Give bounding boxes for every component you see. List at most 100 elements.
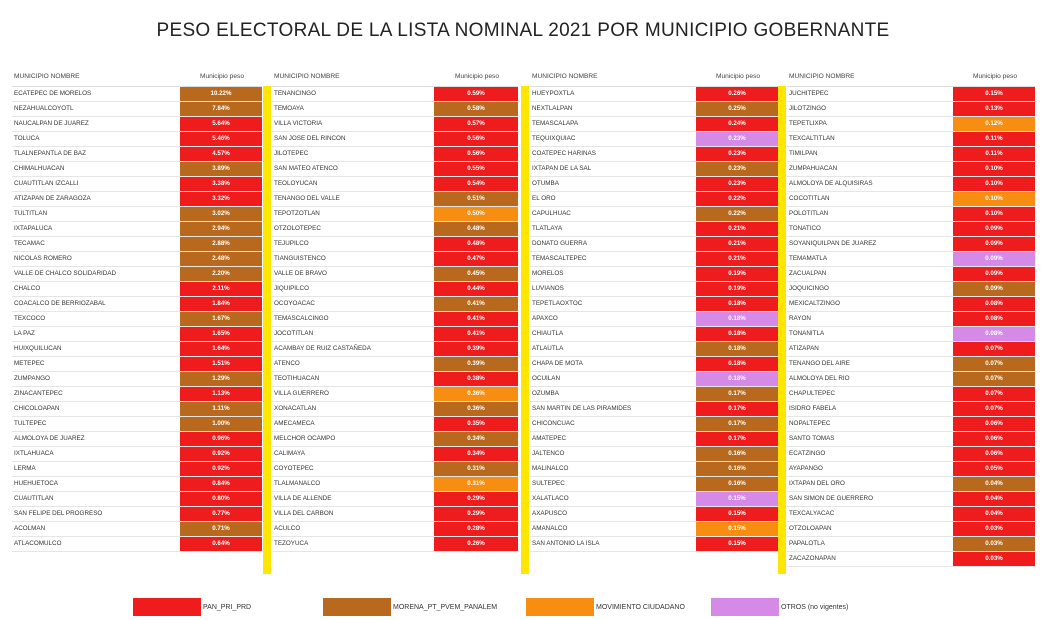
header-municipio-nombre: MUNICIPIO NOMBRE (789, 73, 855, 80)
municipio-peso-cell: 0.09% (953, 267, 1035, 281)
table-row: TEMAMATLA 0.09% (787, 252, 1035, 267)
municipio-name: OTZOLOAPAN (789, 525, 832, 532)
municipio-peso-cell: 0.39% (434, 342, 518, 356)
table-row: AMATEPEC 0.17% (530, 432, 778, 447)
municipio-name: TONANITLA (789, 330, 825, 337)
municipio-peso-cell: 3.38% (180, 177, 262, 191)
table-column: MUNICIPIO NOMBRE Municipio peso ECATEPEC D… (12, 68, 262, 552)
municipio-name: TEMASCALAPA (532, 120, 579, 127)
municipio-peso-cell: 0.04% (953, 477, 1035, 491)
municipio-peso-cell: 1.00% (180, 417, 262, 431)
table-row: TEPETLAOXTOC 0.18% (530, 297, 778, 312)
table-row: JILOTZINGO 0.13% (787, 102, 1035, 117)
municipio-name: ZUMPANGO (14, 375, 50, 382)
municipio-peso-cell: 0.10% (953, 177, 1035, 191)
municipio-peso-cell: 2.11% (180, 282, 262, 296)
municipio-name: MELCHOR OCAMPO (274, 435, 336, 442)
table-row: TLATLAYA 0.21% (530, 222, 778, 237)
table-row: VALLE DE BRAVO 0.45% (272, 267, 518, 282)
table-row: TEMASCALTEPEC 0.21% (530, 252, 778, 267)
municipio-peso-cell: 0.41% (434, 312, 518, 326)
table-row: IXTAPALUCA 2.94% (12, 222, 262, 237)
municipio-peso-cell: 0.04% (953, 507, 1035, 521)
header-municipio-peso: Municipio peso (200, 73, 244, 80)
municipio-name: XONACATLAN (274, 405, 317, 412)
table-row: ZACAZONAPAN 0.03% (787, 552, 1035, 567)
table-row: CHICOLOAPAN 1.11% (12, 402, 262, 417)
table-row: ALMOLOYA DE JUAREZ 0.96% (12, 432, 262, 447)
municipio-peso-cell: 0.22% (696, 192, 778, 206)
municipio-name: VILLA DEL CARBON (274, 510, 334, 517)
municipio-peso-cell: 0.92% (180, 462, 262, 476)
table-row: OCUILAN 0.18% (530, 372, 778, 387)
legend-item: OTROS (no vigentes) (711, 598, 848, 616)
municipio-peso-cell: 0.17% (696, 432, 778, 446)
municipio-name: TLATLAYA (532, 225, 563, 232)
table-row: TONANITLA 0.08% (787, 327, 1035, 342)
municipio-name: EL ORO (532, 195, 556, 202)
table-row: ZACUALPAN 0.09% (787, 267, 1035, 282)
municipio-peso-cell: 1.13% (180, 387, 262, 401)
municipio-peso-cell: 0.09% (953, 222, 1035, 236)
municipio-peso-cell: 0.23% (696, 132, 778, 146)
table-row: ATLAUTLA 0.18% (530, 342, 778, 357)
municipio-peso-cell: 0.41% (434, 327, 518, 341)
municipio-peso-cell: 0.47% (434, 252, 518, 266)
municipio-peso-cell: 0.18% (696, 327, 778, 341)
municipio-name: TLALNEPANTLA DE BAZ (14, 150, 86, 157)
municipio-peso-cell: 0.18% (696, 312, 778, 326)
legend: PAN_PRI_PRD MORENA_PT_PVEM_PANALEM MOVIMIE… (0, 598, 1046, 618)
municipio-peso-cell: 0.07% (953, 402, 1035, 416)
municipio-peso-cell: 0.48% (434, 222, 518, 236)
municipio-peso-cell: 0.24% (696, 117, 778, 131)
table-row: TENANGO DEL VALLE 0.51% (272, 192, 518, 207)
municipio-name: IXTLAHUACA (14, 450, 54, 457)
municipio-peso-cell: 10.22% (180, 87, 262, 101)
column-header: MUNICIPIO NOMBRE Municipio peso (530, 68, 778, 87)
table-row: TEZOYUCA 0.26% (272, 537, 518, 552)
table-row: RAYON 0.08% (787, 312, 1035, 327)
table-row: SAN MARTIN DE LAS PIRAMIDES 0.17% (530, 402, 778, 417)
table-row: TENANGO DEL AIRE 0.07% (787, 357, 1035, 372)
header-municipio-nombre: MUNICIPIO NOMBRE (14, 73, 80, 80)
column-separator (778, 86, 786, 574)
legend-swatch (711, 598, 779, 616)
table-row: ZINACANTEPEC 1.13% (12, 387, 262, 402)
municipio-name: TENANCINGO (274, 90, 316, 97)
municipio-name: TEXCALYACAC (789, 510, 835, 517)
municipio-name: HUEYPOXTLA (532, 90, 575, 97)
municipio-peso-cell: 0.18% (696, 357, 778, 371)
municipio-peso-cell: 0.11% (953, 132, 1035, 146)
municipio-name: COYOTEPEC (274, 465, 314, 472)
municipio-name: OCUILAN (532, 375, 560, 382)
table-row: POLOTITLAN 0.10% (787, 207, 1035, 222)
municipio-name: TENANGO DEL VALLE (274, 195, 340, 202)
municipio-name: ATENCO (274, 360, 300, 367)
municipio-peso-cell: 7.84% (180, 102, 262, 116)
municipio-peso-cell: 0.31% (434, 462, 518, 476)
municipio-peso-cell: 0.96% (180, 432, 262, 446)
municipio-name: CUAUTITLAN IZCALLI (14, 180, 79, 187)
municipio-name: ZINACANTEPEC (14, 390, 63, 397)
table-row: TEPOTZOTLAN 0.50% (272, 207, 518, 222)
municipio-name: JIQUIPILCO (274, 285, 309, 292)
legend-swatch (526, 598, 594, 616)
legend-swatch (133, 598, 201, 616)
municipio-name: NEXTLALPAN (532, 105, 573, 112)
municipio-peso-cell: 0.15% (696, 492, 778, 506)
municipio-name: NAUCALPAN DE JUAREZ (14, 120, 89, 127)
table-row: CHAPULTEPEC 0.07% (787, 387, 1035, 402)
municipio-name: SULTEPEC (532, 480, 565, 487)
municipio-name: TEOLOYUCAN (274, 180, 318, 187)
table-row: TEMASCALCINGO 0.41% (272, 312, 518, 327)
table-row: IXTAPAN DEL ORO 0.04% (787, 477, 1035, 492)
municipio-peso-cell: 0.05% (953, 462, 1035, 476)
municipio-peso-cell: 1.64% (180, 342, 262, 356)
municipio-name: SAN SIMON DE GUERRERO (789, 495, 873, 502)
municipio-name: CHICONCUAC (532, 420, 575, 427)
header-municipio-peso: Municipio peso (973, 73, 1017, 80)
municipio-name: ATLAUTLA (532, 345, 564, 352)
municipio-peso-cell: 0.17% (696, 402, 778, 416)
municipio-name: ISIDRO FABELA (789, 405, 837, 412)
table-row: MORELOS 0.19% (530, 267, 778, 282)
